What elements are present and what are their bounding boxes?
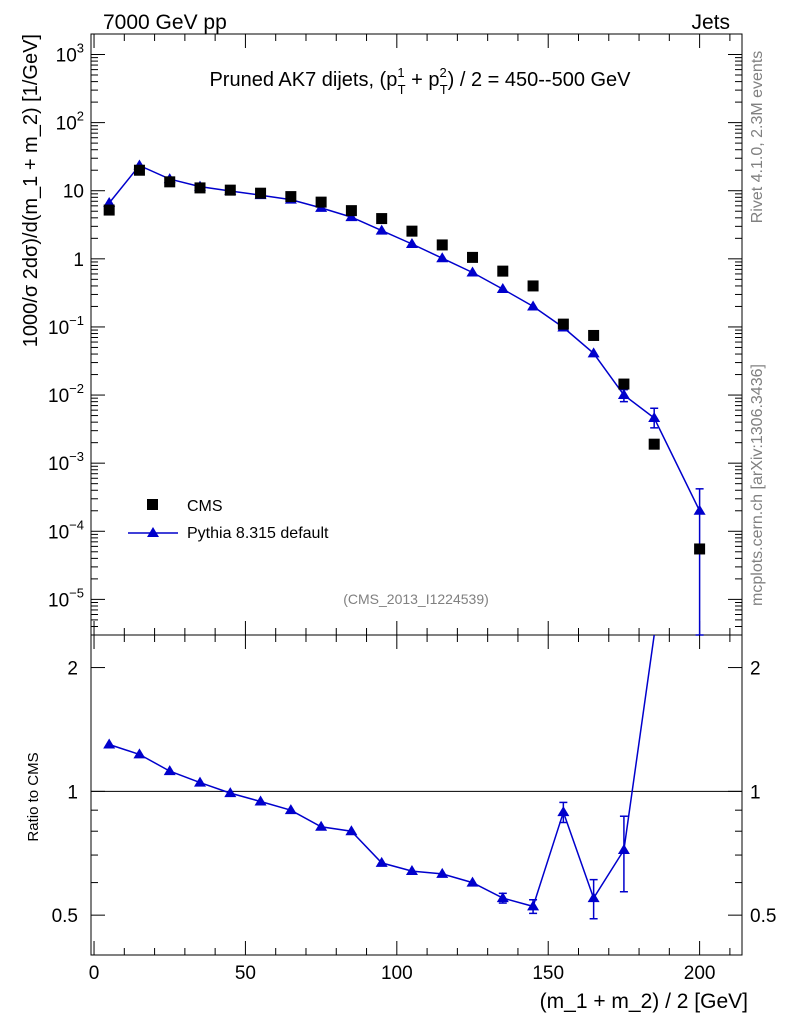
ratio-y-axis-label: Ratio to CMS [25,752,42,841]
cms-data-point [497,265,509,277]
ratio-y-tick-label-left: 1 [67,782,78,803]
pythia-main-point [617,389,630,400]
cms-data-point [103,204,115,216]
main-y-tick-label: 10−5 [48,585,84,611]
main-y-tick-label: 102 [56,109,84,135]
pythia-ratio-point [375,856,388,867]
cms-data-point [285,191,297,203]
title-sup-1: 1 [397,65,404,80]
cms-data-point [224,184,236,196]
pythia-main-point [103,197,116,208]
cms-data-point [345,205,357,217]
pythia-ratio-point [163,765,176,776]
analysis-id-label: (CMS_2013_I1224539) [343,591,489,607]
pythia-main-point [587,347,600,358]
main-y-tick-label: 1 [73,250,84,271]
category-label: Jets [691,11,730,34]
legend-pythia-marker [147,527,159,537]
cms-data-point [194,182,206,194]
cms-data-point [315,196,327,208]
main-y-tick-label: 10−1 [48,313,84,339]
cms-data-point [618,378,630,390]
energy-label: 7000 GeV pp [103,11,227,34]
main-y-tick-label: 10−2 [48,381,84,407]
pythia-ratio-point [345,825,358,836]
legend-pythia-label: Pythia 8.315 default [187,525,329,542]
pythia-ratio-point [405,865,418,876]
x-tick-label: 200 [684,963,716,984]
ratio-y-tick-label-right: 2 [750,659,761,680]
pythia-ratio-point [587,892,600,903]
pythia-main-point [496,283,509,294]
x-tick-label: 100 [381,963,413,984]
title-prefix: Pruned AK7 dijets, (p [209,69,397,91]
title-suffix: ) / 2 = 450--500 GeV [448,69,632,91]
title-mid: + p [406,69,440,91]
pythia-ratio-point [617,844,630,855]
main-plot-frame [90,33,743,636]
ratio-y-tick-label-right: 0.5 [750,906,776,927]
pythia-main-point [405,238,418,249]
pythia-ratio-point [466,876,479,887]
cms-data-point [557,318,569,330]
main-y-tick-label: 10−3 [48,449,84,475]
pythia-main-point [693,504,706,515]
ratio-y-tick-label-left: 0.5 [52,906,78,927]
pythia-ratio-point [496,892,509,903]
x-tick-label: 0 [89,963,100,984]
pythia-main-point [648,412,661,423]
main-y-axis-label: 1000/σ 2dσ)/d(m_1 + m_2) [1/GeV] [20,34,42,347]
cms-data-point [436,239,448,251]
pythia-main-point [527,300,540,311]
pythia-main-point [466,266,479,277]
ratio-plot-frame [90,634,743,956]
ratio-y-tick-label-left: 2 [67,659,78,680]
source-label: mcplots.cern.ch [arXiv:1306.3436] [749,364,766,606]
cms-data-point [648,438,660,450]
pythia-ratio-point [284,804,297,815]
pythia-ratio-point [527,900,540,911]
title-sup-2: 2 [439,65,446,80]
pythia-ratio-point [557,806,570,817]
pythia-main-line [108,164,701,512]
pythia-ratio-point [103,738,116,749]
rivet-version-label: Rivet 4.1.0, 2.3M events [749,51,766,224]
cms-data-point [527,280,539,292]
cms-data-point [376,213,388,225]
main-y-tick-label: 103 [56,41,84,67]
cms-data-point [588,329,600,341]
legend-cms-marker [147,499,158,510]
title-sub-1: T [398,82,406,97]
main-y-tick-label: 10 [63,182,84,203]
pythia-ratio-point [254,795,267,806]
x-axis-label: (m_1 + m_2) / 2 [GeV] [540,990,748,1013]
title-sub-2: T [440,82,448,97]
main-y-tick-label: 10−4 [48,517,84,543]
legend-cms-label: CMS [187,498,223,515]
pythia-ratio-point [224,787,237,798]
legend: CMS Pythia 8.315 default [128,498,329,542]
cms-data-point [133,164,145,176]
cms-data-point [164,176,176,188]
x-tick-label: 50 [235,963,256,984]
pythia-main-point [436,252,449,263]
ratio-y-tick-label-right: 1 [750,782,761,803]
cms-data-point [694,543,706,555]
pythia-ratio-point [194,776,207,787]
pythia-ratio-point [315,820,328,831]
cms-data-point [467,251,479,263]
main-plot-title: Pruned AK7 dijets, (p1 T + p2 T) / 2 = 450… [209,65,631,97]
pythia-ratio-point [133,748,146,759]
pythia-ratio-point [436,867,449,878]
pythia-main-point [375,224,388,235]
x-tick-label: 150 [532,963,564,984]
cms-data-point [255,187,267,199]
cms-data-point [406,225,418,237]
